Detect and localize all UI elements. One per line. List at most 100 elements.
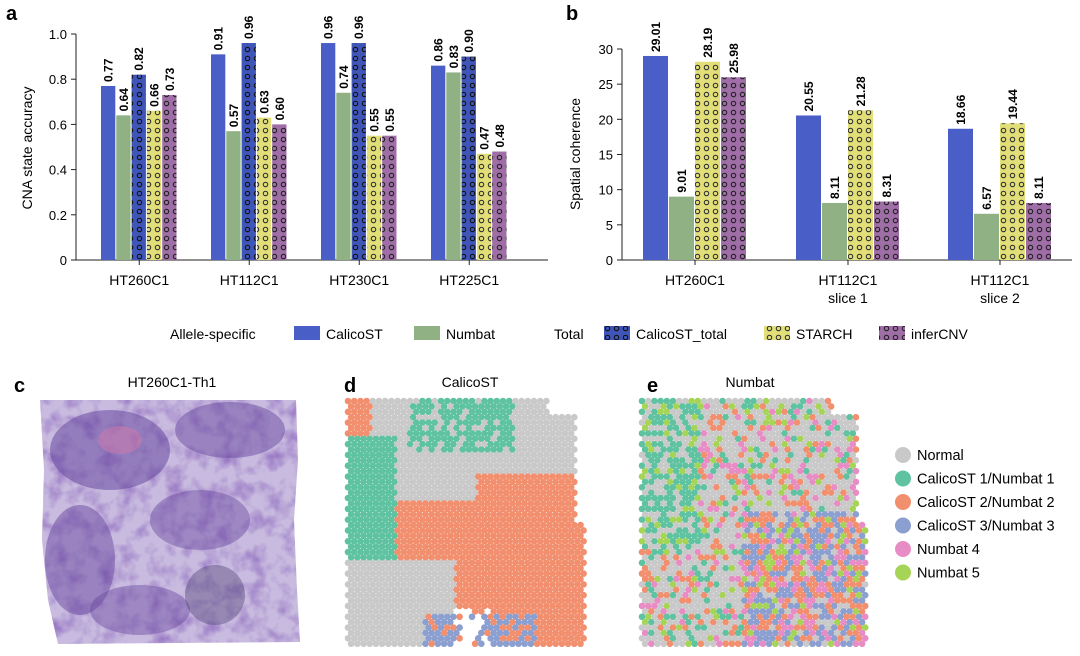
bar-calicost xyxy=(643,55,668,261)
legend-dot-calicost-3-numbat-3 xyxy=(895,517,911,534)
data-label: 0.91 xyxy=(212,27,226,51)
data-label: 0.60 xyxy=(273,97,287,121)
bar-calicost-total xyxy=(241,43,256,260)
bar-infercnv xyxy=(272,124,287,261)
x-tick-label: HT225C1 xyxy=(439,272,499,288)
panel-d-title: CalicoST xyxy=(442,374,499,390)
panel-label-d: d xyxy=(344,375,356,397)
data-label: 0.47 xyxy=(478,126,492,150)
legend-dot-normal xyxy=(895,447,911,463)
y-axis-label: Spatial coherence xyxy=(567,98,583,210)
data-label: 0.90 xyxy=(462,29,476,53)
data-label: 0.96 xyxy=(352,15,366,39)
data-label: 0.83 xyxy=(447,45,461,69)
legend-dot-numbat-5 xyxy=(895,564,911,581)
data-label: 0.77 xyxy=(102,58,116,82)
panel-c-title: HT260C1-Th1 xyxy=(128,374,217,390)
y-tick-label: 5 xyxy=(606,218,613,233)
legend-label-starch: STARCH xyxy=(796,326,853,342)
y-tick-label: 25 xyxy=(599,77,613,92)
panel-label-a: a xyxy=(6,3,18,25)
bar-infercnv xyxy=(492,151,507,260)
y-tick-label: 1.0 xyxy=(49,27,67,42)
legend-label-calicost: CalicoST xyxy=(326,326,383,342)
panel-label-e: e xyxy=(647,375,658,397)
x-tick-label: HT112C1 xyxy=(819,272,878,288)
method-legend: Allele-specific CalicoST Numbat Total Ca… xyxy=(170,326,968,342)
bar-infercnv xyxy=(382,135,397,260)
data-label: 0.55 xyxy=(383,108,397,132)
clone-legend: Normal CalicoST 1/Numbat 1 CalicoST 2/Numb… xyxy=(895,447,1055,582)
coherence-bar-chart: Spatial coherence 0 5 10 15 20 25 30 29.01 9.01… xyxy=(567,22,1072,306)
bar-numbat xyxy=(446,72,461,260)
y-tick-label: 0.4 xyxy=(49,163,67,178)
data-label: 0.73 xyxy=(163,67,177,91)
bar-numbat xyxy=(974,213,999,260)
data-label: 8.11 xyxy=(828,176,842,199)
legend-group-total: Total xyxy=(554,326,584,342)
x-tick-label: HT230C1 xyxy=(329,272,389,288)
legend-dot-calicost-2-numbat-2 xyxy=(895,494,911,510)
y-tick-label: 15 xyxy=(599,148,613,163)
bar-starch xyxy=(146,110,162,260)
legend-label-numbat-4: Numbat 4 xyxy=(917,542,980,558)
bar-calicost xyxy=(431,65,446,260)
y-tick-label: 0.2 xyxy=(49,208,67,223)
data-label: 0.48 xyxy=(493,124,507,148)
accuracy-bar-chart: CNA state accuracy 0 0.2 0.4 0.6 0.8 1.0 0.77… xyxy=(19,15,548,288)
data-label: 25.98 xyxy=(727,43,741,73)
legend-label-numbat-5: Numbat 5 xyxy=(917,566,980,582)
bar-calicost-total xyxy=(131,74,146,261)
numbat-spatial-map xyxy=(638,397,869,648)
legend-label-calicost-total: CalicoST_total xyxy=(636,326,727,342)
bar-calicost xyxy=(796,115,821,260)
legend-swatch-infercnv xyxy=(879,326,905,340)
legend-label-normal: Normal xyxy=(917,448,964,464)
bar-numbat xyxy=(116,115,131,260)
bar-numbat xyxy=(226,131,241,260)
panel-label-b: b xyxy=(566,3,578,25)
data-label: 0.96 xyxy=(322,15,336,39)
data-label: 8.11 xyxy=(1032,176,1046,199)
bar-calicost xyxy=(948,128,973,260)
data-label: 0.66 xyxy=(148,83,162,107)
legend-swatch-calicost xyxy=(294,326,320,340)
legend-group-allele-specific: Allele-specific xyxy=(170,326,256,342)
data-label: 21.28 xyxy=(854,76,868,106)
legend-swatch-starch xyxy=(764,326,790,340)
bar-calicost-total xyxy=(351,43,366,260)
y-tick-label: 30 xyxy=(599,42,613,57)
data-label: 9.01 xyxy=(675,169,689,193)
data-label: 19.44 xyxy=(1006,89,1020,119)
bar-starch xyxy=(256,117,272,261)
data-label: 0.86 xyxy=(432,38,446,62)
legend-label-calicost-1-numbat-1: CalicoST 1/Numbat 1 xyxy=(917,472,1055,488)
bar-numbat xyxy=(669,196,694,260)
bar-infercnv xyxy=(874,201,899,260)
data-label: 0.82 xyxy=(132,47,146,71)
calicost-spatial-map xyxy=(344,397,587,648)
y-tick-label: 0.6 xyxy=(49,117,67,132)
data-label: 0.63 xyxy=(258,90,272,114)
legend-label-calicost-2-numbat-2: CalicoST 2/Numbat 2 xyxy=(917,495,1055,511)
panel-label-c: c xyxy=(14,375,25,397)
x-tick-label: HT112C1 xyxy=(220,272,279,288)
bar-calicost xyxy=(321,43,336,260)
he-stain-image xyxy=(40,400,300,644)
x-tick-label: HT260C1 xyxy=(665,272,725,288)
y-tick-label: 20 xyxy=(599,112,613,127)
bar-calicost-total xyxy=(461,56,476,260)
legend-label-numbat: Numbat xyxy=(446,326,495,342)
data-label: 0.74 xyxy=(337,65,351,89)
legend-label-infercnv: inferCNV xyxy=(911,326,968,342)
y-tick-label: 10 xyxy=(599,183,613,198)
bar-calicost xyxy=(101,85,116,260)
data-label: 28.19 xyxy=(701,27,715,57)
bar-starch xyxy=(476,153,492,260)
bar-infercnv xyxy=(162,95,177,261)
bar-infercnv xyxy=(1026,202,1051,260)
data-label: 18.66 xyxy=(954,94,968,124)
bar-starch xyxy=(848,110,873,261)
data-label: 6.57 xyxy=(980,186,994,210)
x-tick-label: HT112C1 xyxy=(971,272,1030,288)
